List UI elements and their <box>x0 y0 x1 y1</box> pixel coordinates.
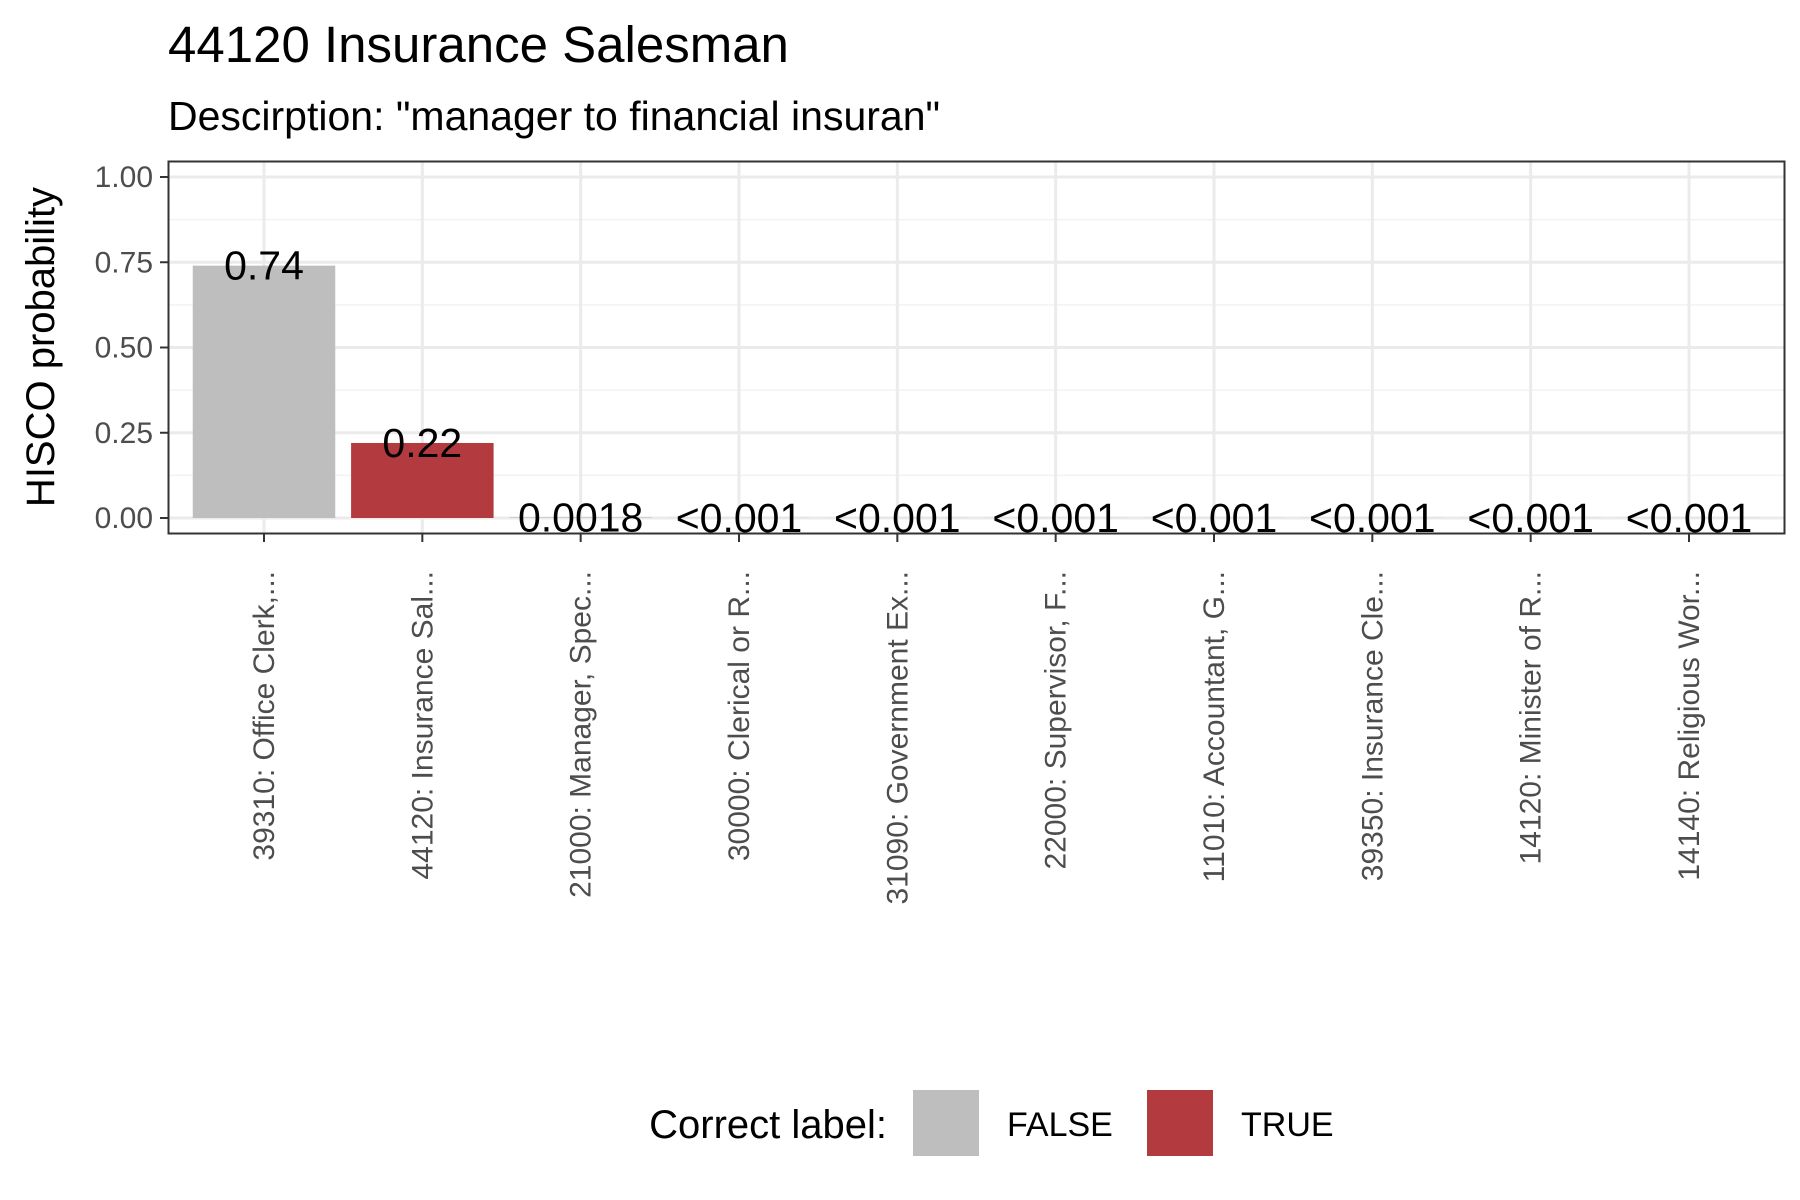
legend-label: TRUE <box>1241 1106 1334 1144</box>
x-tick-label: 14120: Minister of R... <box>1515 571 1548 864</box>
x-tick-label: 30000: Clerical or R... <box>723 571 756 861</box>
chart-title: 44120 Insurance Salesman <box>168 16 789 73</box>
y-tick-label: 0.75 <box>95 246 153 279</box>
x-tick-label: 31090: Government Ex... <box>881 571 914 905</box>
y-tick-label: 0.00 <box>95 502 153 535</box>
bar <box>192 265 336 518</box>
y-axis-ticks: 0.00 0.25 0.50 0.75 1.00 <box>95 161 169 535</box>
legend-label: FALSE <box>1007 1106 1113 1144</box>
gridlines <box>169 162 1784 533</box>
y-tick-label: 1.00 <box>95 161 153 194</box>
x-tick-label: 22000: Supervisor, F... <box>1040 571 1073 870</box>
x-tick-label: 21000: Manager, Spec... <box>565 571 598 898</box>
x-tick-label: 39350: Insurance Cle... <box>1356 571 1389 881</box>
legend-title: Correct label: <box>649 1103 887 1147</box>
bar <box>509 517 652 518</box>
data-label: 0.22 <box>382 420 462 466</box>
x-tick-label: 11010: Accountant, G... <box>1198 571 1231 882</box>
bars <box>192 265 1761 518</box>
x-tick-label: 14140: Religious Wor... <box>1673 571 1706 881</box>
legend-key <box>913 1090 979 1156</box>
y-tick-label: 0.25 <box>95 417 153 450</box>
x-tick-label: 39310: Office Clerk,... <box>248 571 281 861</box>
chart-subtitle: Descirption: "manager to financial insur… <box>168 93 940 139</box>
x-axis-ticks: 39310: Office Clerk,... 44120: Insurance … <box>248 533 1706 905</box>
x-tick-label: 44120: Insurance Sal... <box>406 571 439 880</box>
data-label: 0.74 <box>224 243 304 289</box>
y-axis-label: HISCO probability <box>19 187 63 507</box>
legend-key <box>1147 1090 1213 1156</box>
legend: Correct label: FALSE TRUE <box>649 1090 1334 1156</box>
y-tick-label: 0.50 <box>95 332 153 365</box>
bar <box>351 442 494 518</box>
